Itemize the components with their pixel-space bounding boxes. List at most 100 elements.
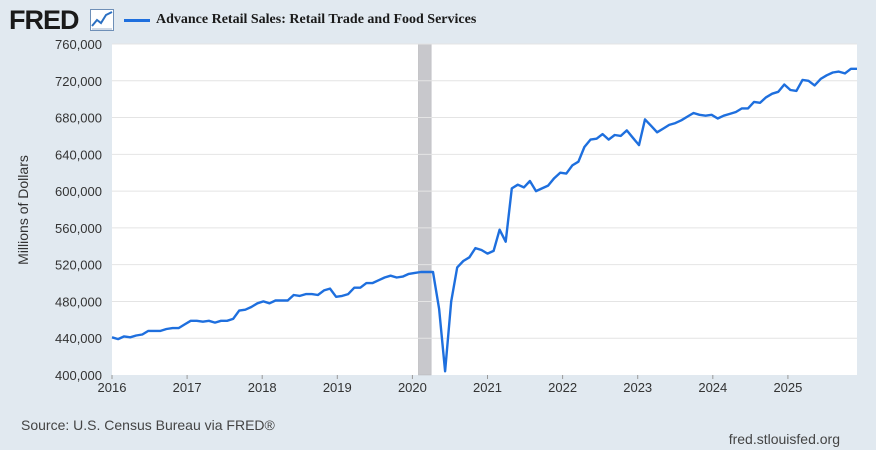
y-tick-label: 560,000 [55,221,102,236]
x-tick-label: 2024 [698,380,727,395]
series-line [111,67,857,373]
data-point [269,303,270,304]
data-point [790,89,791,90]
data-point [850,68,851,69]
data-point [469,257,470,258]
data-point [287,300,288,301]
y-tick-label: 480,000 [55,294,102,309]
data-point [590,139,591,140]
y-axis-ticks: 400,000 440,000 480,000 520,000 560,000 600,0… [55,37,102,383]
x-tick-label: 2018 [248,380,277,395]
data-point [220,320,221,321]
data-point [451,301,452,302]
data-point [481,249,482,250]
data-point [729,113,730,114]
data-point [439,308,440,309]
data-point [245,309,246,310]
data-point [826,75,827,76]
data-point [663,128,664,129]
data-point [354,287,355,288]
data-point [584,146,585,147]
data-point [566,173,567,174]
data-point [802,79,803,80]
data-point [608,139,609,140]
data-point [723,115,724,116]
data-point [493,250,494,251]
recession-band [418,43,432,376]
data-point [844,73,845,74]
data-point [311,294,312,295]
data-point [463,260,464,261]
data-point [118,339,119,340]
y-tick-label: 440,000 [55,331,102,346]
x-tick-label: 2021 [473,380,502,395]
y-tick-label: 640,000 [55,147,102,162]
data-point [342,295,343,296]
site-link[interactable]: fred.stlouisfed.org [728,431,840,447]
data-point [596,138,597,139]
data-point [111,337,112,338]
data-point [735,111,736,112]
data-point [602,134,603,135]
data-point [275,300,276,301]
data-point [511,188,512,189]
data-point [535,191,536,192]
plot-background [112,44,857,375]
data-point [784,84,785,85]
data-point [432,271,433,272]
y-tick-label: 720,000 [55,74,102,89]
y-tick-label: 600,000 [55,184,102,199]
data-point [360,287,361,288]
x-tick-label: 2017 [173,380,202,395]
data-point [184,324,185,325]
legend-label: Advance Retail Sales: Retail Trade and F… [156,12,477,27]
data-point [699,114,700,115]
data-point [227,320,228,321]
x-tick-label: 2022 [548,380,577,395]
data-point [675,123,676,124]
data-point [657,132,658,133]
y-tick-label: 400,000 [55,368,102,383]
fred-logo[interactable]: FRED [9,5,79,35]
data-point [457,267,458,268]
data-point [257,303,258,304]
data-point [487,253,488,254]
data-point [796,90,797,91]
data-point [136,335,137,336]
data-point [753,101,754,102]
x-tick-label: 2023 [623,380,652,395]
data-point [578,161,579,162]
data-point [475,248,476,249]
x-axis-ticks: 2016 2017 2018 2019 2020 2021 2022 2023 2024 2025 [98,375,802,395]
data-point [263,301,264,302]
x-tick-label: 2019 [323,380,352,395]
data-point [348,294,349,295]
data-point [717,118,718,119]
data-point [396,277,397,278]
recession-shading-layer [418,43,432,376]
data-point [554,178,555,179]
legend-swatch [124,18,150,22]
data-point [148,330,149,331]
data-point [190,320,191,321]
data-point [808,80,809,81]
data-point [408,273,409,274]
data-point [523,187,524,188]
data-point [414,272,415,273]
data-point [160,330,161,331]
chart-line-icon [90,9,114,31]
y-tick-label: 520,000 [55,258,102,273]
data-point [651,125,652,126]
data-point [445,371,446,372]
data-point [196,320,197,321]
data-point [323,290,324,291]
data-point [669,124,670,125]
data-point [644,119,645,120]
data-point [541,188,542,189]
data-point [390,275,391,276]
data-point [705,115,706,116]
legend: Advance Retail Sales: Retail Trade and F… [124,10,476,30]
data-point [505,241,506,242]
data-point [233,318,234,319]
